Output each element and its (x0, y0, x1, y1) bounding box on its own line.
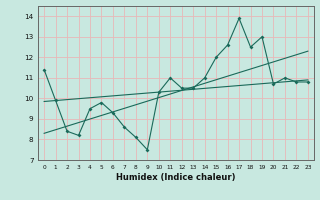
X-axis label: Humidex (Indice chaleur): Humidex (Indice chaleur) (116, 173, 236, 182)
